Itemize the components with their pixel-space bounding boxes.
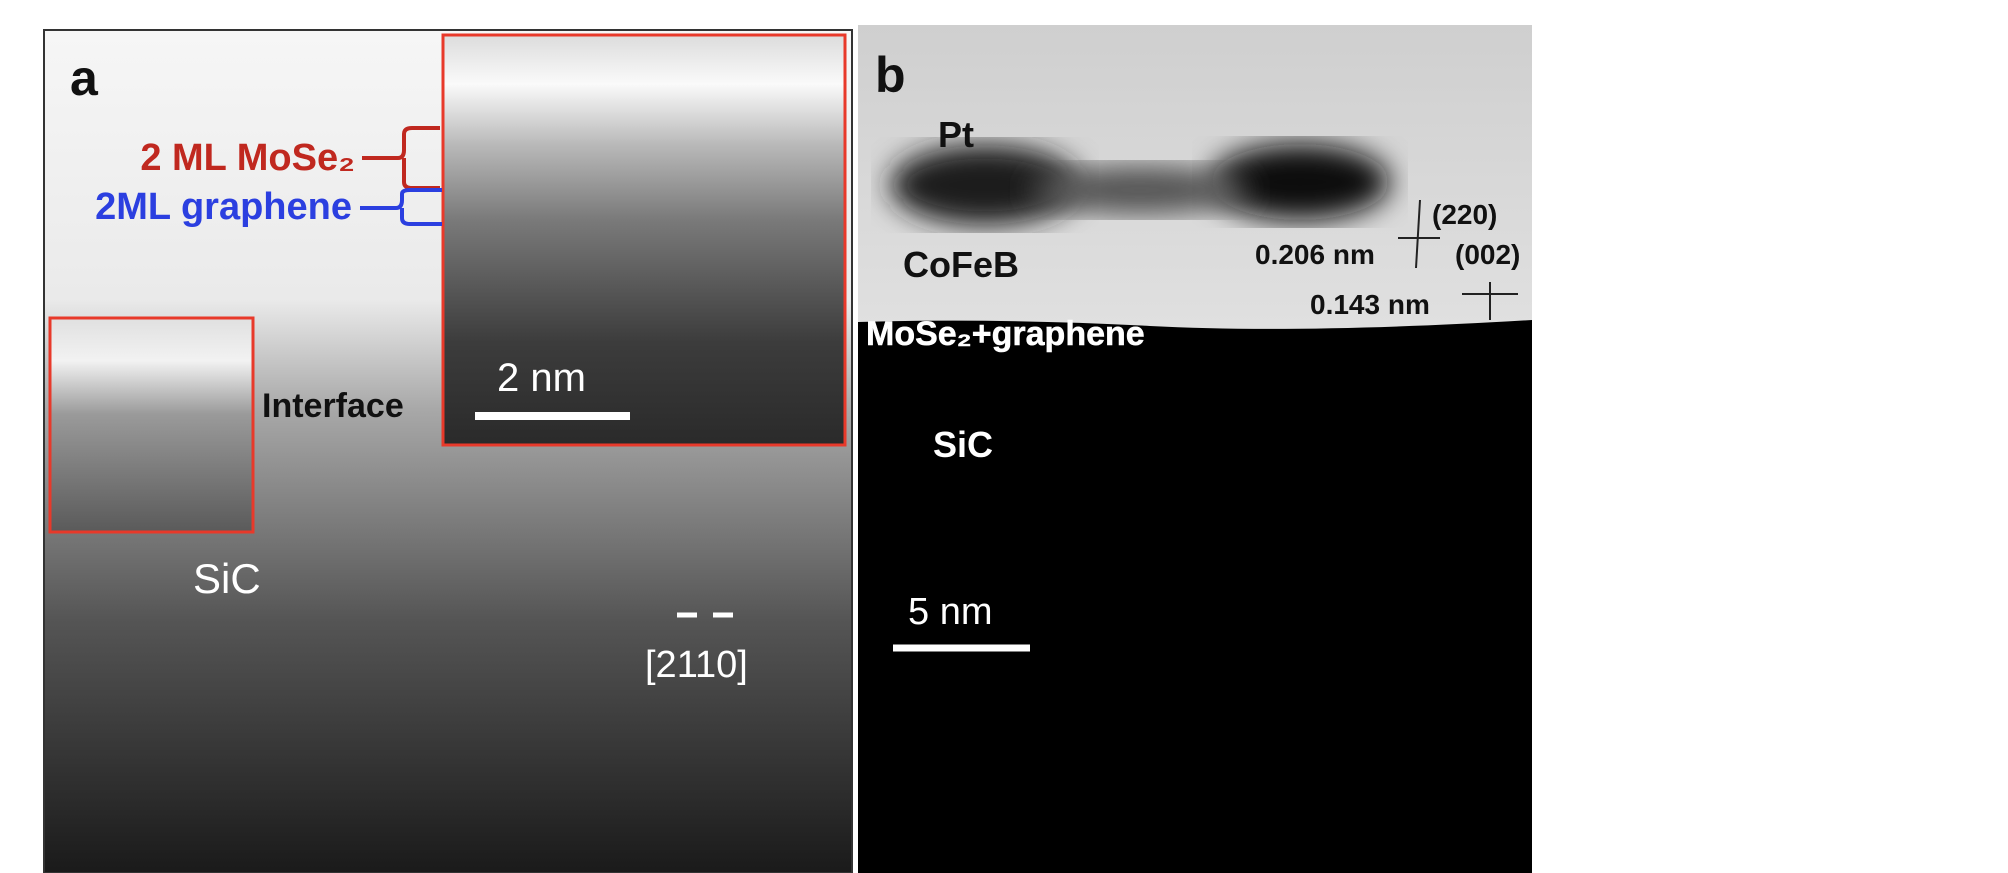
interface-label: Interface [262,387,404,425]
layer-label: Pt [938,114,974,155]
spacing-label: 0.143 nm [1310,289,1430,320]
layer-label: MoSe₂+graphene [866,315,1145,353]
page: a 2 ML MoSe₂ 2ML graphene Interface SiC … [0,0,2008,873]
scale-label: 5 nm [908,591,992,633]
layer-label: 2 ML MoSe₂ [140,137,355,179]
layer-label: 2ML graphene [95,186,352,228]
spacing-label: 0.206 nm [1255,239,1375,270]
panel-label: a [70,50,99,106]
dark-band [1030,165,1250,215]
region-box [50,318,253,532]
plane-label: (002) [1455,239,1520,270]
substrate-label: SiC [933,424,993,465]
plane-label: (220) [1432,199,1497,230]
substrate-label: SiC [193,555,261,602]
scale-label: 2 nm [497,356,586,400]
figure: a 2 ML MoSe₂ 2ML graphene Interface SiC … [0,0,2008,873]
direction-label: [2110] [645,644,748,686]
panel-label: b [875,47,906,103]
layer-label: CoFeB [903,244,1019,285]
